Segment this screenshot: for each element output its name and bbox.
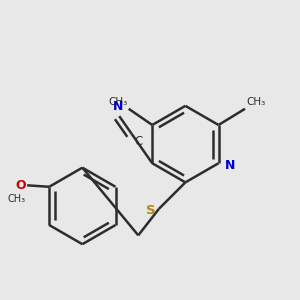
Text: O: O	[15, 179, 26, 192]
Text: CH₃: CH₃	[8, 194, 26, 204]
Text: N: N	[225, 159, 236, 172]
Text: S: S	[146, 204, 155, 217]
Text: C: C	[134, 135, 142, 148]
Text: CH₃: CH₃	[108, 97, 127, 107]
Text: N: N	[112, 100, 123, 113]
Text: CH₃: CH₃	[247, 97, 266, 107]
